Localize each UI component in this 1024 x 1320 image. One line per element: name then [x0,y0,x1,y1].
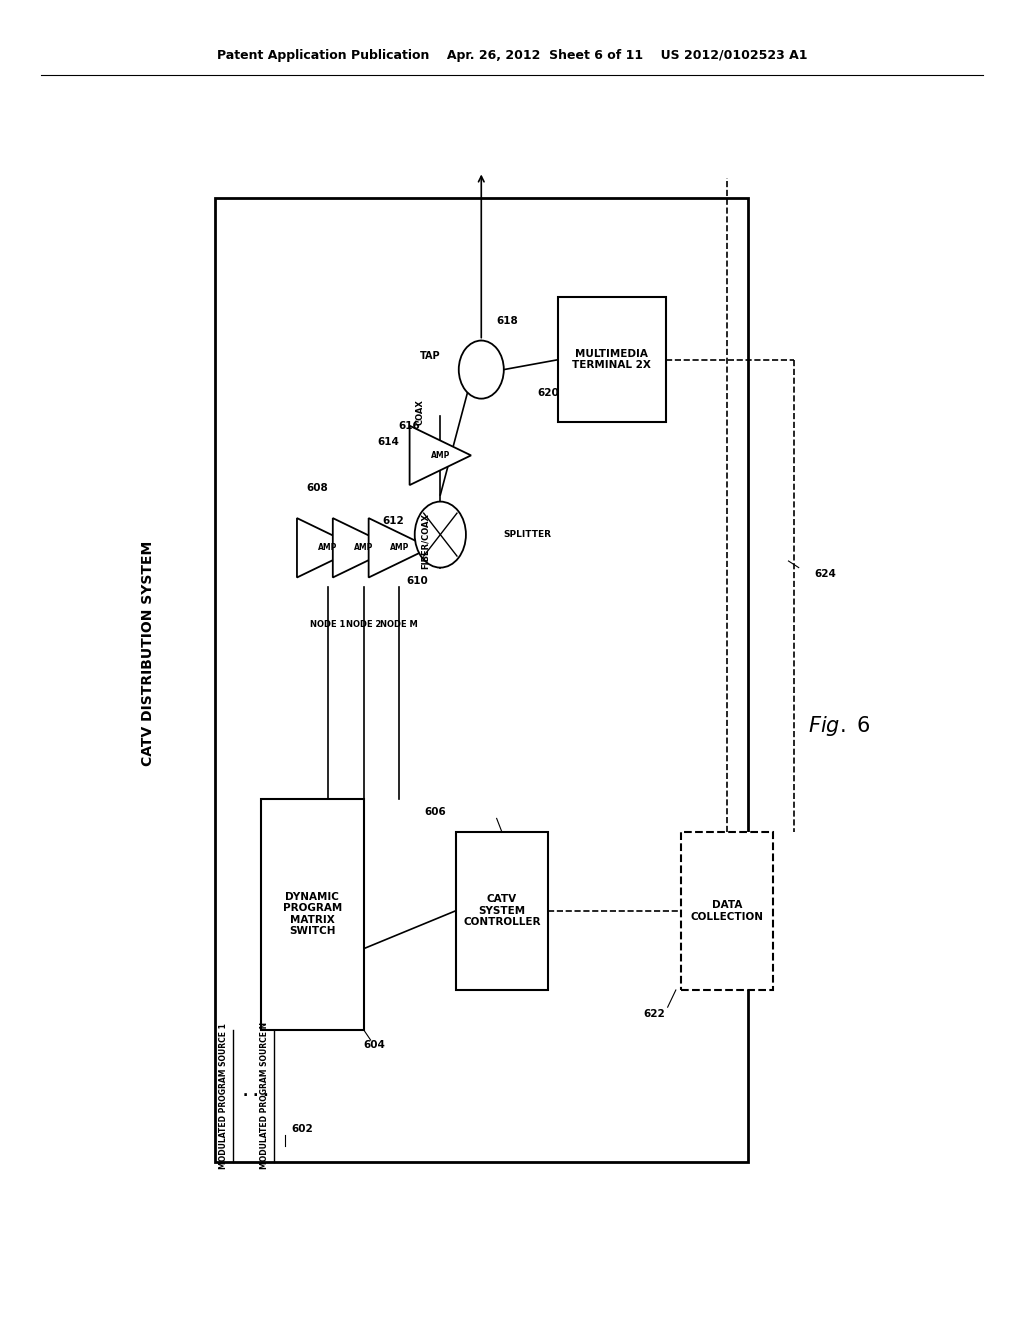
Bar [558,297,666,422]
Bar [215,198,748,1162]
Polygon shape [410,425,471,484]
Text: 616: 616 [398,421,421,430]
Text: 614: 614 [378,437,399,447]
Text: AMP: AMP [354,544,373,552]
Text: DYNAMIC
PROGRAM
MATRIX
SWITCH: DYNAMIC PROGRAM MATRIX SWITCH [283,892,342,936]
Text: CATV DISTRIBUTION SYSTEM: CATV DISTRIBUTION SYSTEM [141,541,156,766]
Text: 618: 618 [497,315,518,326]
Text: TAP: TAP [420,351,440,362]
Text: $\it{Fig.\ 6}$: $\it{Fig.\ 6}$ [808,714,871,738]
Polygon shape [369,519,430,578]
Text: 606: 606 [424,807,446,817]
Text: 622: 622 [644,1008,666,1019]
Bar [681,832,773,990]
Bar [261,799,364,1030]
Text: 624: 624 [814,569,836,579]
Text: COAX: COAX [416,400,424,425]
Text: 608: 608 [306,483,329,494]
Text: DATA
COLLECTION: DATA COLLECTION [690,900,764,921]
Text: 610: 610 [406,576,428,586]
Text: AMP: AMP [318,544,337,552]
Text: NODE 2: NODE 2 [346,620,381,630]
Text: SPLITTER: SPLITTER [504,531,551,539]
Text: NODE 1: NODE 1 [310,620,345,630]
Text: 602: 602 [292,1123,313,1134]
Circle shape [459,341,504,399]
Text: NODE M: NODE M [381,620,418,630]
Text: MULTIMEDIA
TERMINAL 2X: MULTIMEDIA TERMINAL 2X [572,348,651,371]
Text: AMP: AMP [431,451,450,459]
Text: 604: 604 [364,1040,386,1051]
Text: CATV
SYSTEM
CONTROLLER: CATV SYSTEM CONTROLLER [463,894,541,928]
Text: 620: 620 [538,388,559,397]
Text: 612: 612 [383,516,404,527]
Text: · · ·: · · · [244,1089,268,1102]
Text: FIBER/COAX: FIBER/COAX [421,513,429,569]
Text: AMP: AMP [390,544,409,552]
Polygon shape [333,519,394,578]
Text: MODULATED PROGRAM SOURCE N: MODULATED PROGRAM SOURCE N [260,1022,268,1170]
Text: Patent Application Publication    Apr. 26, 2012  Sheet 6 of 11    US 2012/010252: Patent Application Publication Apr. 26, … [217,49,807,62]
Polygon shape [297,519,358,578]
Text: MODULATED PROGRAM SOURCE 1: MODULATED PROGRAM SOURCE 1 [219,1023,227,1168]
Bar [456,832,548,990]
Circle shape [415,502,466,568]
